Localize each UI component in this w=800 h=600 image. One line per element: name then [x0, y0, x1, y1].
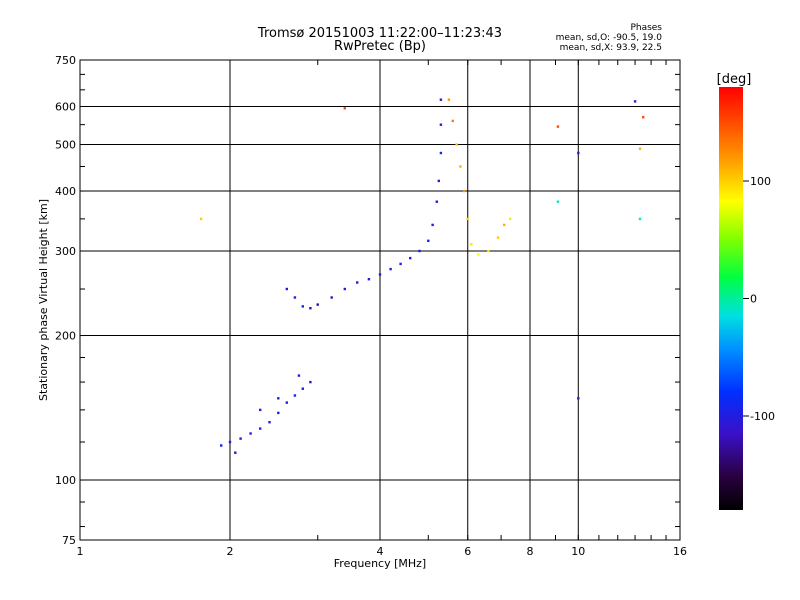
data-point [447, 98, 451, 101]
data-point [638, 217, 642, 221]
data-point [556, 125, 560, 128]
grid-lines [80, 60, 680, 540]
data-point [268, 421, 271, 424]
data-point [462, 189, 466, 193]
data-point [470, 243, 473, 246]
data-point [277, 397, 280, 400]
data-point [435, 200, 438, 203]
data-point [459, 165, 462, 168]
data-point [259, 427, 262, 430]
x-tick-label: 8 [527, 545, 534, 558]
data-point [431, 223, 434, 227]
data-point [437, 179, 440, 183]
data-point [439, 98, 443, 101]
y-tick-label: 500 [55, 139, 76, 152]
data-point [556, 200, 560, 203]
data-point [477, 253, 480, 256]
colorbar-ticks: 100 0 -100 [743, 175, 775, 423]
y-tick-label: 400 [55, 185, 76, 198]
data-point [239, 437, 242, 440]
data-point [285, 287, 288, 291]
chart-subtitle: RwPretec (Bp) [333, 39, 427, 54]
colorbar-tick-label: 0 [750, 293, 757, 306]
phase-stats-x: mean, sd,X: 93.9, 22.5 [559, 43, 662, 53]
y-tick-label: 600 [55, 101, 76, 114]
data-point [228, 440, 232, 444]
data-points [199, 98, 645, 454]
colorbar-tick-label: -100 [750, 410, 775, 423]
chart-title: Tromsø 20151003 11:22:00–11:23:43 [257, 26, 503, 41]
colorbar-label: [deg] [717, 72, 752, 87]
data-point [455, 143, 458, 146]
y-tick-label: 750 [55, 54, 76, 67]
x-tick-label: 2 [227, 545, 234, 558]
data-point [466, 217, 469, 221]
data-point [496, 236, 500, 239]
y-tick-label: 300 [55, 245, 76, 258]
phase-stats-title: Phases [630, 23, 662, 33]
data-point [343, 107, 346, 110]
data-point [259, 408, 262, 412]
data-point [418, 249, 421, 253]
data-point [234, 451, 237, 454]
data-point [343, 287, 346, 291]
data-point [220, 444, 223, 447]
data-point [633, 100, 637, 103]
data-point [487, 249, 490, 253]
data-point [285, 401, 288, 404]
phase-stats-o: mean, sd,O: -90.5, 19.0 [555, 33, 662, 43]
data-point [309, 307, 312, 310]
data-point [451, 119, 454, 123]
colorbar-tick-label: 100 [750, 175, 771, 188]
data-point [301, 387, 304, 390]
data-point [378, 273, 382, 276]
axis-ticks: 1 2 4 6 8 10 16 75 100 200 300 400 500 600 750 [55, 54, 687, 558]
data-point [356, 281, 359, 284]
data-point [309, 380, 312, 384]
data-point [577, 397, 580, 400]
x-tick-label: 4 [377, 545, 384, 558]
colorbar [719, 87, 743, 510]
data-point [330, 296, 333, 299]
y-tick-label: 75 [62, 534, 76, 547]
x-tick-label: 1 [77, 545, 84, 558]
x-tick-label: 10 [571, 545, 585, 558]
data-point [439, 151, 443, 155]
data-point [249, 432, 252, 435]
data-point [509, 217, 512, 221]
data-point [367, 278, 371, 281]
x-axis-label: Frequency [MHz] [334, 557, 426, 570]
data-point [503, 223, 506, 227]
data-point [642, 116, 645, 119]
data-point [297, 374, 301, 377]
y-tick-label: 200 [55, 330, 76, 343]
data-point [293, 394, 297, 397]
data-point [409, 256, 412, 260]
data-point [427, 239, 430, 242]
data-point [199, 217, 203, 221]
data-point [277, 411, 280, 415]
y-axis-label: Stationary phase Virtual Height [km] [37, 199, 50, 401]
data-point [439, 123, 443, 126]
data-point [389, 267, 392, 271]
data-point [316, 303, 319, 306]
y-tick-label: 100 [55, 474, 76, 487]
data-point [577, 151, 580, 155]
x-tick-label: 6 [464, 545, 471, 558]
data-point [399, 262, 402, 266]
data-point [301, 305, 304, 308]
data-point [638, 147, 642, 150]
data-point [293, 296, 297, 299]
x-tick-label: 16 [673, 545, 687, 558]
